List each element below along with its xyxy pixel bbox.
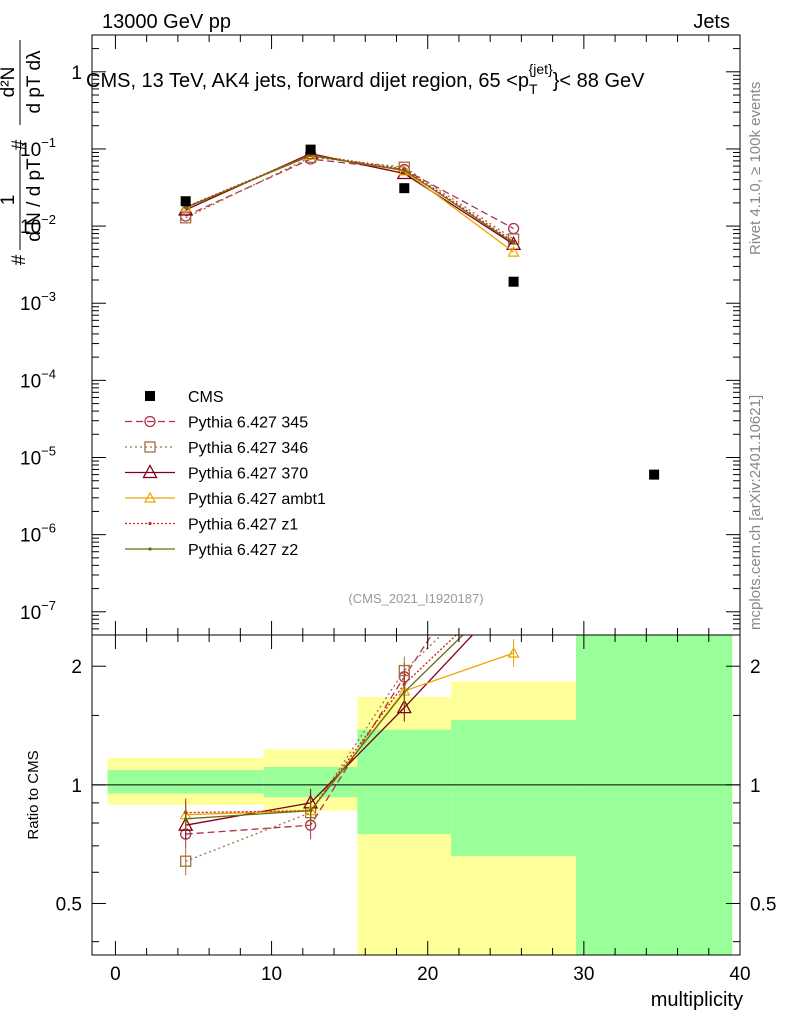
ylabel-num1: 1 [0, 195, 19, 206]
legend-item-p370: Pythia 6.427 370 [125, 464, 308, 483]
ratio-ytick-label: 0.5 [56, 894, 82, 915]
ylabel-hash-1: # [9, 254, 30, 265]
title-main: CMS, 13 TeV, AK4 jets, forward dijet reg… [86, 70, 529, 92]
x-axis: 0 10 20 30 40 [110, 35, 751, 985]
ratio-band-stat [107, 770, 264, 794]
main-point-p346 [398, 161, 410, 173]
main-series [178, 144, 660, 480]
main-point-p346 [180, 212, 192, 224]
title-tail: }< 88 GeV [553, 70, 645, 92]
cms-data-point [305, 144, 316, 155]
header-right: Jets [693, 11, 730, 33]
ylabel-hash-2: # [9, 139, 30, 150]
cms-data-point [180, 196, 191, 207]
cms-data-point [649, 469, 660, 480]
legend-item-z1: Pythia 6.427 z1 [125, 517, 298, 534]
xtick-label: 20 [417, 964, 438, 985]
legend-marker-p346 [144, 441, 156, 453]
legend-item-z2: Pythia 6.427 z2 [125, 542, 298, 559]
ylabel-den1: d N / d pT [24, 158, 45, 242]
legend-item-p345: Pythia 6.427 345 [125, 415, 308, 432]
mcplots-label: mcplots.cern.ch [arXiv:2401.10621] [747, 395, 764, 630]
ratio-point-z2 [402, 690, 406, 694]
ratio-band-stat [357, 729, 452, 835]
main-y-label: #1 d N / d pT # d²N d pT dλ [0, 40, 45, 265]
ratio-ytick-label-right: 2 [750, 657, 761, 678]
legend-item-ambt1: Pythia 6.427 ambt1 [125, 491, 326, 508]
ratio-plot-frame [91, 634, 741, 956]
main-ytick-label: 10−6 [20, 521, 56, 547]
legend-marker-z2 [148, 547, 152, 551]
main-y-axis: 1 10−1 10−2 10−3 10−4 10−5 10−6 10−7 [20, 48, 740, 630]
main-point-ambt1 [507, 245, 520, 257]
ylabel-den2: d pT dλ [24, 50, 45, 114]
ratio-bands [92, 635, 740, 955]
main-ytick-label: 10−1 [20, 135, 56, 161]
ylabel-num2: d²N [0, 67, 19, 98]
main-line-p345 [185, 158, 514, 230]
ratio-ytick-label: 2 [71, 657, 82, 678]
main-ytick-label: 10−4 [20, 366, 56, 392]
legend-label-p345: Pythia 6.427 345 [188, 415, 308, 432]
ratio-line-p370 [185, 635, 474, 826]
ratio-ytick-label-right: 1 [750, 776, 761, 797]
ratio-y-axis: 0.5 0.5 1 1 2 2 [56, 657, 776, 943]
ratio-band-stat [576, 635, 733, 955]
cms-data-point [508, 276, 519, 287]
legend-marker-cms [145, 391, 155, 401]
chart-title: CMS, 13 TeV, AK4 jets, forward dijet reg… [86, 61, 645, 97]
main-point-z2 [402, 168, 406, 172]
xtick-label: 30 [573, 964, 594, 985]
ratio-band-stat [451, 720, 577, 856]
header-left: 13000 GeV pp [102, 11, 231, 33]
title-sup: {jet} [529, 61, 553, 77]
legend-item-p346: Pythia 6.427 346 [125, 440, 308, 457]
main-line-p346 [185, 156, 514, 240]
legend-label-p346: Pythia 6.427 346 [188, 440, 308, 457]
ratio-ytick-label-right: 0.5 [750, 894, 776, 915]
xtick-label: 10 [261, 964, 282, 985]
legend-label-z2: Pythia 6.427 z2 [188, 542, 298, 559]
ratio-point-p370 [396, 699, 412, 714]
xtick-label: 40 [729, 964, 750, 985]
xtick-label: 0 [110, 964, 121, 985]
legend-label-p370: Pythia 6.427 370 [188, 466, 308, 483]
legend-marker-z1 [148, 521, 152, 526]
rivet-label: Rivet 4.1.0, ≥ 100k events [747, 82, 764, 255]
main-ytick-label: 10−2 [20, 212, 56, 238]
ratio-point-ambt1 [507, 646, 520, 658]
main-ytick-label: 1 [71, 63, 82, 84]
main-line-ambt1 [185, 154, 514, 253]
title-sub: T [529, 81, 538, 97]
main-ytick-label: 10−3 [20, 289, 56, 315]
x-axis-label: multiplicity [651, 989, 743, 1011]
legend-label-z1: Pythia 6.427 z1 [188, 517, 298, 534]
ratio-ytick-label: 1 [71, 776, 82, 797]
main-ytick-label: 10−7 [20, 598, 56, 624]
main-line-p370 [185, 152, 514, 245]
main-point-z2 [511, 241, 516, 245]
ratio-point-p346 [180, 855, 192, 867]
legend-marker-p370 [142, 464, 158, 479]
main-point-p370 [505, 235, 522, 250]
main-ytick-label: 10−5 [20, 444, 56, 470]
main-point-z2 [309, 153, 313, 158]
cms-data-point [399, 183, 410, 194]
main-line-z2 [185, 154, 514, 244]
main-point-z2 [184, 206, 188, 210]
reference-label: (CMS_2021_I1920187) [348, 591, 483, 606]
ratio-point-z2 [184, 817, 188, 821]
legend-marker-p345 [144, 415, 156, 428]
legend-item-cms: CMS [145, 389, 224, 406]
legend: CMS Pythia 6.427 345 Pythia 6.427 346 Pythi… [125, 389, 326, 559]
legend-marker-ambt1 [143, 491, 157, 503]
legend-label-ambt1: Pythia 6.427 ambt1 [188, 491, 326, 508]
legend-label-cms: CMS [188, 389, 224, 406]
ratio-y-label: Ratio to CMS [25, 750, 42, 839]
ratio-point-z2 [309, 809, 313, 813]
main-line-z1 [185, 154, 514, 243]
